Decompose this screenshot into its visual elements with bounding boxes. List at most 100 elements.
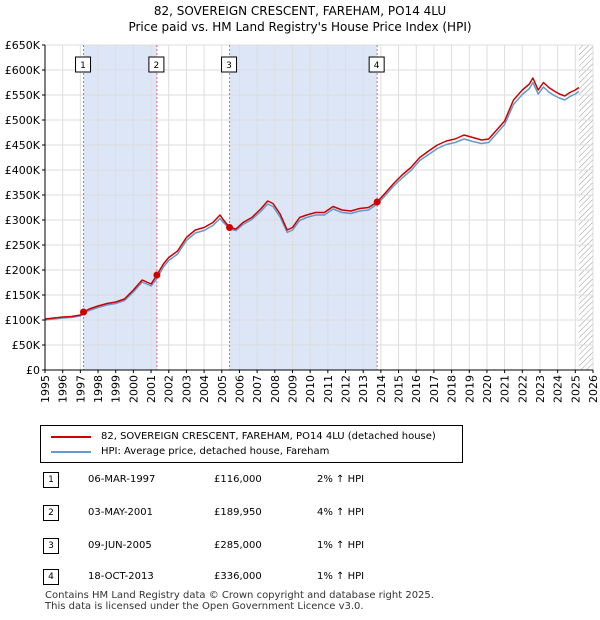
legend-property-swatch [51,436,91,438]
x-tick-label: 2018 [446,375,459,403]
x-tick-label: 2006 [233,375,246,403]
sale-date: 18-OCT-2013 [88,571,154,582]
x-tick-label: 1999 [110,375,123,403]
x-tick-label: 2011 [322,375,335,403]
sale-price: £336,000 [214,571,262,582]
price-chart: 1 2 3 4 £0 £50K £100K £150K £200K £250K £300K £350… [5,39,600,403]
chart-subtitle: Price paid vs. HM Land Registry's House … [128,20,472,34]
sale-period-band [83,45,157,370]
sale-date: 06-MAR-1997 [88,474,156,485]
sale-number-badge: 1 [43,472,59,488]
sale-number-badge: 2 [43,505,59,521]
sale-hpi-change: 1% ↑ HPI [317,540,365,551]
y-tick-label: £450K [5,139,41,152]
x-tick-label: 1998 [92,375,105,403]
grid-lines [44,44,594,371]
sale-point [80,308,88,316]
sale-label-box [148,56,165,73]
sale-label-box [75,56,92,73]
sale-number-badge: 4 [43,569,59,585]
legend: 82, SOVEREIGN CRESCENT, FAREHAM, PO14 4L… [40,425,463,463]
sale-label-box [368,56,385,73]
sale-point [153,271,161,279]
legend-property-label: 82, SOVEREIGN CRESCENT, FAREHAM, PO14 4L… [101,431,436,442]
sale-date: 09-JUN-2005 [88,540,152,551]
sale-date: 03-MAY-2001 [88,507,154,518]
chart-title: 82, SOVEREIGN CRESCENT, FAREHAM, PO14 4L… [153,4,447,18]
x-tick-label: 2026 [587,375,600,403]
x-tick-label: 2020 [481,375,494,403]
y-tick-label: £650K [5,39,41,52]
x-tick-label: 2007 [251,375,264,403]
x-tick-label: 2001 [145,375,158,403]
legend-hpi-label: HPI: Average price, detached house, Fare… [101,446,330,457]
x-tick-label: 2023 [534,375,547,403]
sale-label-text: 2 [154,61,160,71]
x-tick-label: 2025 [569,375,582,403]
sale-period-band [229,45,378,370]
y-tick-label: £400K [5,164,41,177]
y-tick-label: £550K [5,89,41,102]
sale-label-text: 4 [374,61,380,71]
sale-price: £116,000 [214,474,262,485]
axes: £0 £50K £100K £150K £200K £250K £300K £350K £400… [5,39,600,403]
legend-hpi-swatch [51,451,91,453]
y-tick-label: £300K [5,214,41,227]
x-tick-label: 1997 [74,375,87,403]
y-tick-label: £150K [5,289,41,302]
y-tick-label: £50K [12,339,41,352]
sale-point [226,224,234,231]
x-tick-label: 2008 [269,375,282,403]
sale-label-text: 3 [226,61,232,71]
x-tick-label: 2017 [428,375,441,403]
sale-labels: 1 2 3 4 [75,56,385,73]
projection-hatch [578,45,593,370]
x-tick-label: 1995 [39,375,52,403]
x-tick-label: 2016 [410,375,423,403]
sales-table-row: 3 09-JUN-2005 £285,000 1% ↑ HPI [0,538,600,556]
hpi-line [44,81,580,321]
y-tick-label: £600K [5,64,41,77]
series-lines [44,77,580,321]
sales-table-row: 1 06-MAR-1997 £116,000 2% ↑ HPI [0,472,600,490]
x-tick-label: 2021 [499,375,512,403]
x-tick-label: 2009 [286,375,299,403]
x-tick-label: 2005 [216,375,229,403]
x-tick-label: 2014 [375,375,388,403]
sale-hpi-change: 2% ↑ HPI [317,474,365,485]
sale-hpi-change: 4% ↑ HPI [317,507,365,518]
sale-period-bands [83,45,593,370]
x-tick-label: 2024 [552,375,565,403]
sale-label-box [221,56,238,73]
x-tick-label: 2000 [127,375,140,403]
x-tick-label: 2015 [393,375,406,403]
x-tick-label: 2010 [304,375,317,403]
sale-price: £189,950 [214,507,262,518]
sales-table-row: 2 03-MAY-2001 £189,950 4% ↑ HPI [0,505,600,523]
x-tick-label: 1996 [57,375,70,403]
y-tick-label: £0 [26,364,40,377]
x-tick-label: 2003 [180,375,193,403]
sale-hpi-change: 1% ↑ HPI [317,571,365,582]
sale-label-text: 1 [80,61,86,71]
y-tick-label: £350K [5,189,41,202]
property-price-line [44,77,580,320]
x-tick-label: 2002 [163,375,176,403]
sales-table-row: 4 18-OCT-2013 £336,000 1% ↑ HPI [0,569,600,587]
footer-copyright: Contains HM Land Registry data © Crown c… [45,590,434,601]
sale-price: £285,000 [214,540,262,551]
footer: Contains HM Land Registry data © Crown c… [45,590,434,612]
x-tick-label: 2012 [340,375,353,403]
x-tick-label: 2004 [198,375,211,403]
x-tick-label: 2013 [357,375,370,403]
y-tick-label: £100K [5,314,41,327]
y-tick-label: £250K [5,239,41,252]
x-tick-label: 2022 [516,375,529,403]
y-tick-label: £500K [5,114,41,127]
footer-licence: This data is licensed under the Open Gov… [45,601,364,612]
y-tick-label: £200K [5,264,41,277]
sale-point [373,198,381,206]
sale-number-badge: 3 [43,538,59,554]
sale-points [80,198,381,316]
x-tick-label: 2019 [463,375,476,403]
